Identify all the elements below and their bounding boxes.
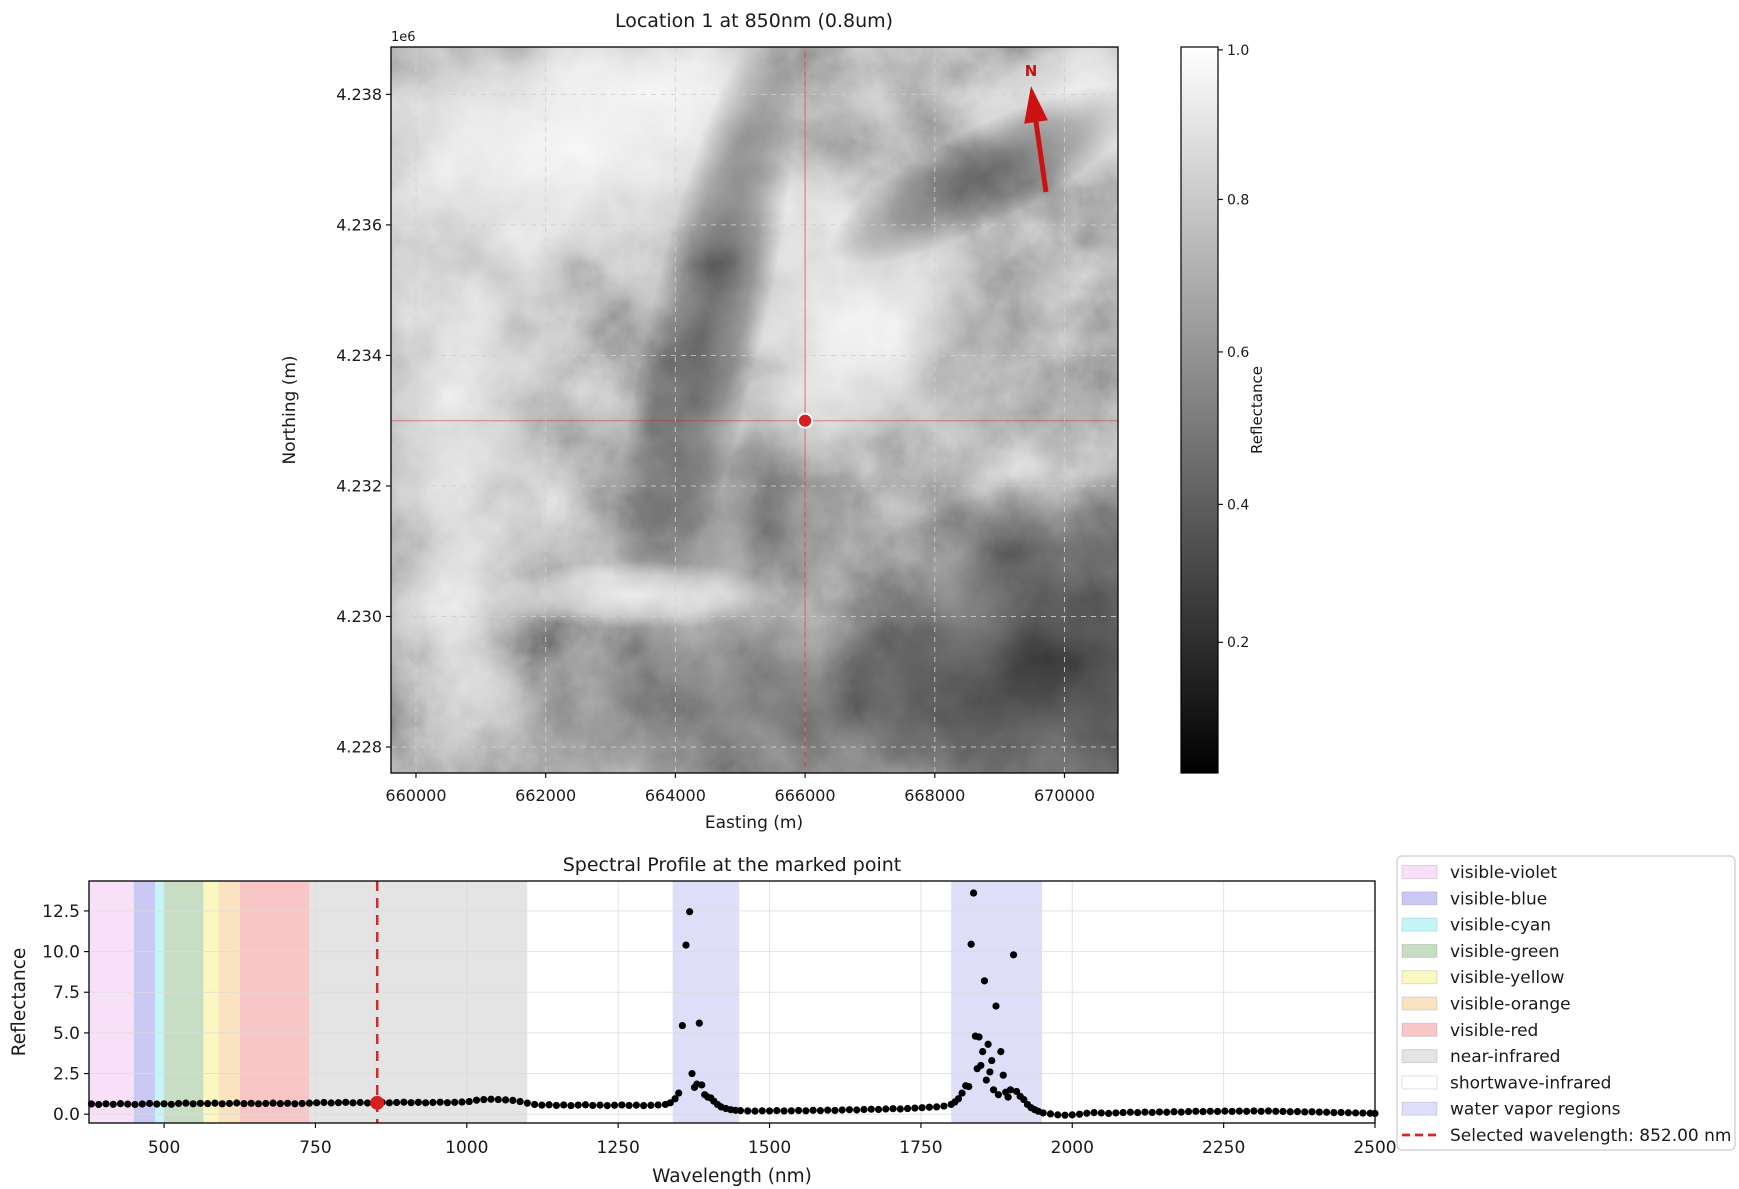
svg-text:4.232: 4.232 [336,477,382,496]
svg-text:1500: 1500 [748,1138,791,1158]
svg-text:1.0: 1.0 [1227,43,1249,59]
svg-text:visible-cyan: visible-cyan [1450,916,1551,936]
legend: visible-violet visible-blue visible-cyan vi… [1396,855,1736,1151]
map-crosshair [391,47,1118,773]
svg-text:668000: 668000 [904,786,965,805]
svg-text:water vapor regions: water vapor regions [1450,1100,1621,1120]
svg-text:near-infrared: near-infrared [1450,1047,1560,1067]
svg-text:660000: 660000 [385,786,446,805]
svg-text:664000: 664000 [645,786,706,805]
chart-title: Spectral Profile at the marked point [563,854,901,876]
map-gridlines [391,47,1118,773]
colorbar-ticks: 1.0 0.8 0.6 0.4 0.2 [1218,43,1249,651]
svg-text:10.0: 10.0 [42,943,80,963]
north-label: N [1025,62,1038,80]
wavelength-bands [89,881,1375,1123]
svg-text:2250: 2250 [1202,1138,1245,1158]
map-plot [391,47,1118,773]
spectrum-points [87,889,1379,1119]
svg-text:666000: 666000 [775,786,836,805]
chart-tick-marks [84,910,1376,1128]
svg-text:0.0: 0.0 [53,1105,80,1125]
svg-text:2500: 2500 [1353,1138,1396,1158]
map-xlabel: Easting (m) [705,813,803,833]
svg-text:visible-green: visible-green [1450,942,1560,962]
map-x-tick-labels: 660000 662000 664000 666000 668000 670000 [385,786,1095,805]
north-arrow-head [1024,86,1048,124]
axis-offset-label: 1e6 [391,30,416,45]
map-border [390,46,1119,774]
chart-xlabel: Wavelength (nm) [652,1166,812,1187]
svg-text:4.236: 4.236 [336,216,382,235]
svg-text:750: 750 [299,1138,331,1158]
svg-text:visible-orange: visible-orange [1450,994,1571,1014]
svg-text:7.5: 7.5 [53,983,80,1003]
colorbar-label: Reflectance [1248,366,1266,454]
selected-wavelength-marker [370,1095,385,1110]
svg-text:visible-violet: visible-violet [1450,863,1557,883]
chart-x-tick-labels: 500 750 1000 1250 1500 1750 2000 2250 2500 [148,1138,1397,1158]
svg-text:4.238: 4.238 [336,85,382,104]
svg-text:2000: 2000 [1051,1138,1094,1158]
svg-text:visible-yellow: visible-yellow [1450,968,1565,988]
svg-text:4.234: 4.234 [336,346,382,365]
map-ylabel: Northing (m) [280,355,300,464]
svg-text:670000: 670000 [1034,786,1095,805]
north-arrow [1024,86,1049,193]
svg-text:5.0: 5.0 [53,1024,80,1044]
svg-text:662000: 662000 [515,786,576,805]
chart-ylabel: Reflectance [9,948,30,1056]
svg-text:1750: 1750 [899,1138,942,1158]
svg-text:visible-blue: visible-blue [1450,889,1547,909]
chart-y-tick-labels: 0.0 2.5 5.0 7.5 10.0 12.5 [42,902,80,1125]
map-title: Location 1 at 850nm (0.8um) [615,10,893,32]
map-tick-marks [386,93,1066,778]
svg-text:0.2: 0.2 [1227,635,1249,651]
svg-text:2.5: 2.5 [53,1065,80,1085]
map-marked-point [797,412,813,429]
svg-text:shortwave-infrared: shortwave-infrared [1450,1073,1611,1093]
colorbar [1181,47,1218,773]
svg-text:0.6: 0.6 [1227,345,1249,361]
svg-text:0.4: 0.4 [1227,497,1249,513]
svg-text:4.230: 4.230 [336,607,382,626]
map-y-tick-labels: 4.238 4.236 4.234 4.232 4.230 4.228 [336,85,382,757]
svg-text:1250: 1250 [597,1138,640,1158]
colorbar-border [1180,46,1219,774]
svg-text:12.5: 12.5 [42,902,80,922]
svg-text:500: 500 [148,1138,180,1158]
svg-text:visible-red: visible-red [1450,1021,1538,1041]
svg-text:4.228: 4.228 [336,738,382,757]
svg-text:0.8: 0.8 [1227,192,1249,208]
chart-border [88,880,1376,1124]
svg-text:Selected wavelength: 852.00 nm: Selected wavelength: 852.00 nm [1450,1126,1731,1146]
svg-text:1000: 1000 [445,1138,488,1158]
